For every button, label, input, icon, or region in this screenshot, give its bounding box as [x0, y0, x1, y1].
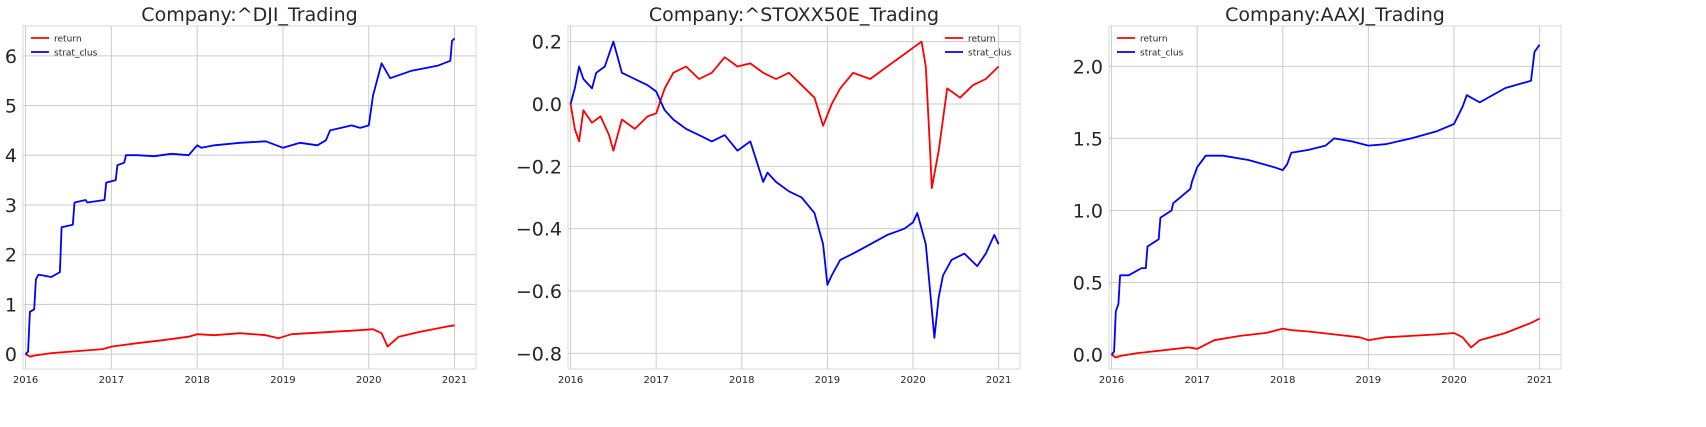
x-tick-label: 2020	[900, 375, 925, 386]
x-tick-label: 2018	[184, 375, 209, 386]
y-tick-label: 2.0	[1073, 56, 1103, 78]
legend: return strat_clus	[1117, 35, 1184, 59]
y-tick-label: 1	[5, 294, 17, 316]
x-tick-label: 2021	[986, 375, 1011, 386]
x-tick-label: 2017	[99, 375, 124, 386]
legend-label: return	[54, 35, 82, 45]
y-tick-label: −0.4	[516, 219, 562, 241]
series-line-return	[569, 40, 1000, 190]
plot-area	[22, 25, 477, 370]
x-tick-label: 2020	[1441, 375, 1466, 386]
legend-label: return	[1140, 35, 1168, 45]
legend: return strat_clus	[945, 35, 1012, 59]
y-tick-label: 5	[5, 96, 17, 118]
y-tick-label: −0.6	[516, 281, 562, 303]
y-tick-label: 1.5	[1073, 128, 1103, 150]
plot-area	[1108, 25, 1562, 370]
y-tick-label: 2	[5, 245, 17, 267]
series-line-strat-clus	[24, 37, 456, 355]
x-tick-label: 2017	[1184, 375, 1209, 386]
chart-panel-3: 2016 2017 2018 2019 2020 2021 0.0 0.5 1.0 1.5 2.0 C…	[1073, 4, 1562, 386]
chart-panel-1: 2016 2017 2018 2019 2020 2021 0 1 2 3 4 5 6 Company:^…	[5, 4, 477, 386]
y-tick-label: 0	[5, 344, 17, 366]
x-tick-label: 2019	[270, 375, 295, 386]
x-tick-label: 2019	[1356, 375, 1381, 386]
y-tick-label: 3	[5, 195, 17, 217]
y-tick-label: −0.8	[516, 343, 562, 365]
x-tick-label: 2018	[1270, 375, 1295, 386]
y-tick-label: 1.0	[1073, 200, 1103, 222]
y-tick-label: 0.2	[532, 32, 562, 54]
chart-title: Company:AAXJ_Trading	[1225, 4, 1445, 26]
legend-label: strat_clus	[968, 49, 1012, 59]
y-tick-label: 0.0	[1073, 345, 1103, 367]
series-line-strat-clus	[569, 40, 1000, 339]
series-line-return	[25, 324, 455, 358]
x-tick-label: 2018	[729, 375, 754, 386]
chart-title: Company:^DJI_Trading	[141, 4, 357, 26]
y-tick-label: 6	[5, 46, 17, 68]
x-tick-label: 2016	[13, 375, 38, 386]
legend-label: strat_clus	[1140, 49, 1184, 59]
legend-label: strat_clus	[54, 49, 98, 59]
y-tick-label: 0.0	[532, 94, 562, 116]
series-line-strat-clus	[1110, 44, 1541, 356]
y-tick-label: −0.2	[516, 156, 562, 178]
x-tick-label: 2021	[1527, 375, 1552, 386]
x-tick-label: 2016	[1099, 375, 1124, 386]
chart-title: Company:^STOXX50E_Trading	[649, 4, 939, 26]
chart-panel-2: 2016 2017 2018 2019 2020 2021 0.2 0.0 −0.2 −0.4 −0…	[516, 4, 1021, 386]
legend-label: return	[968, 35, 996, 45]
x-tick-label: 2020	[356, 375, 381, 386]
x-tick-label: 2019	[815, 375, 840, 386]
x-tick-label: 2021	[442, 375, 467, 386]
series-line-return	[1111, 317, 1541, 359]
legend: return strat_clus	[31, 35, 98, 59]
y-tick-label: 4	[5, 145, 17, 167]
x-tick-label: 2017	[643, 375, 668, 386]
y-tick-label: 0.5	[1073, 273, 1103, 295]
x-tick-label: 2016	[558, 375, 583, 386]
